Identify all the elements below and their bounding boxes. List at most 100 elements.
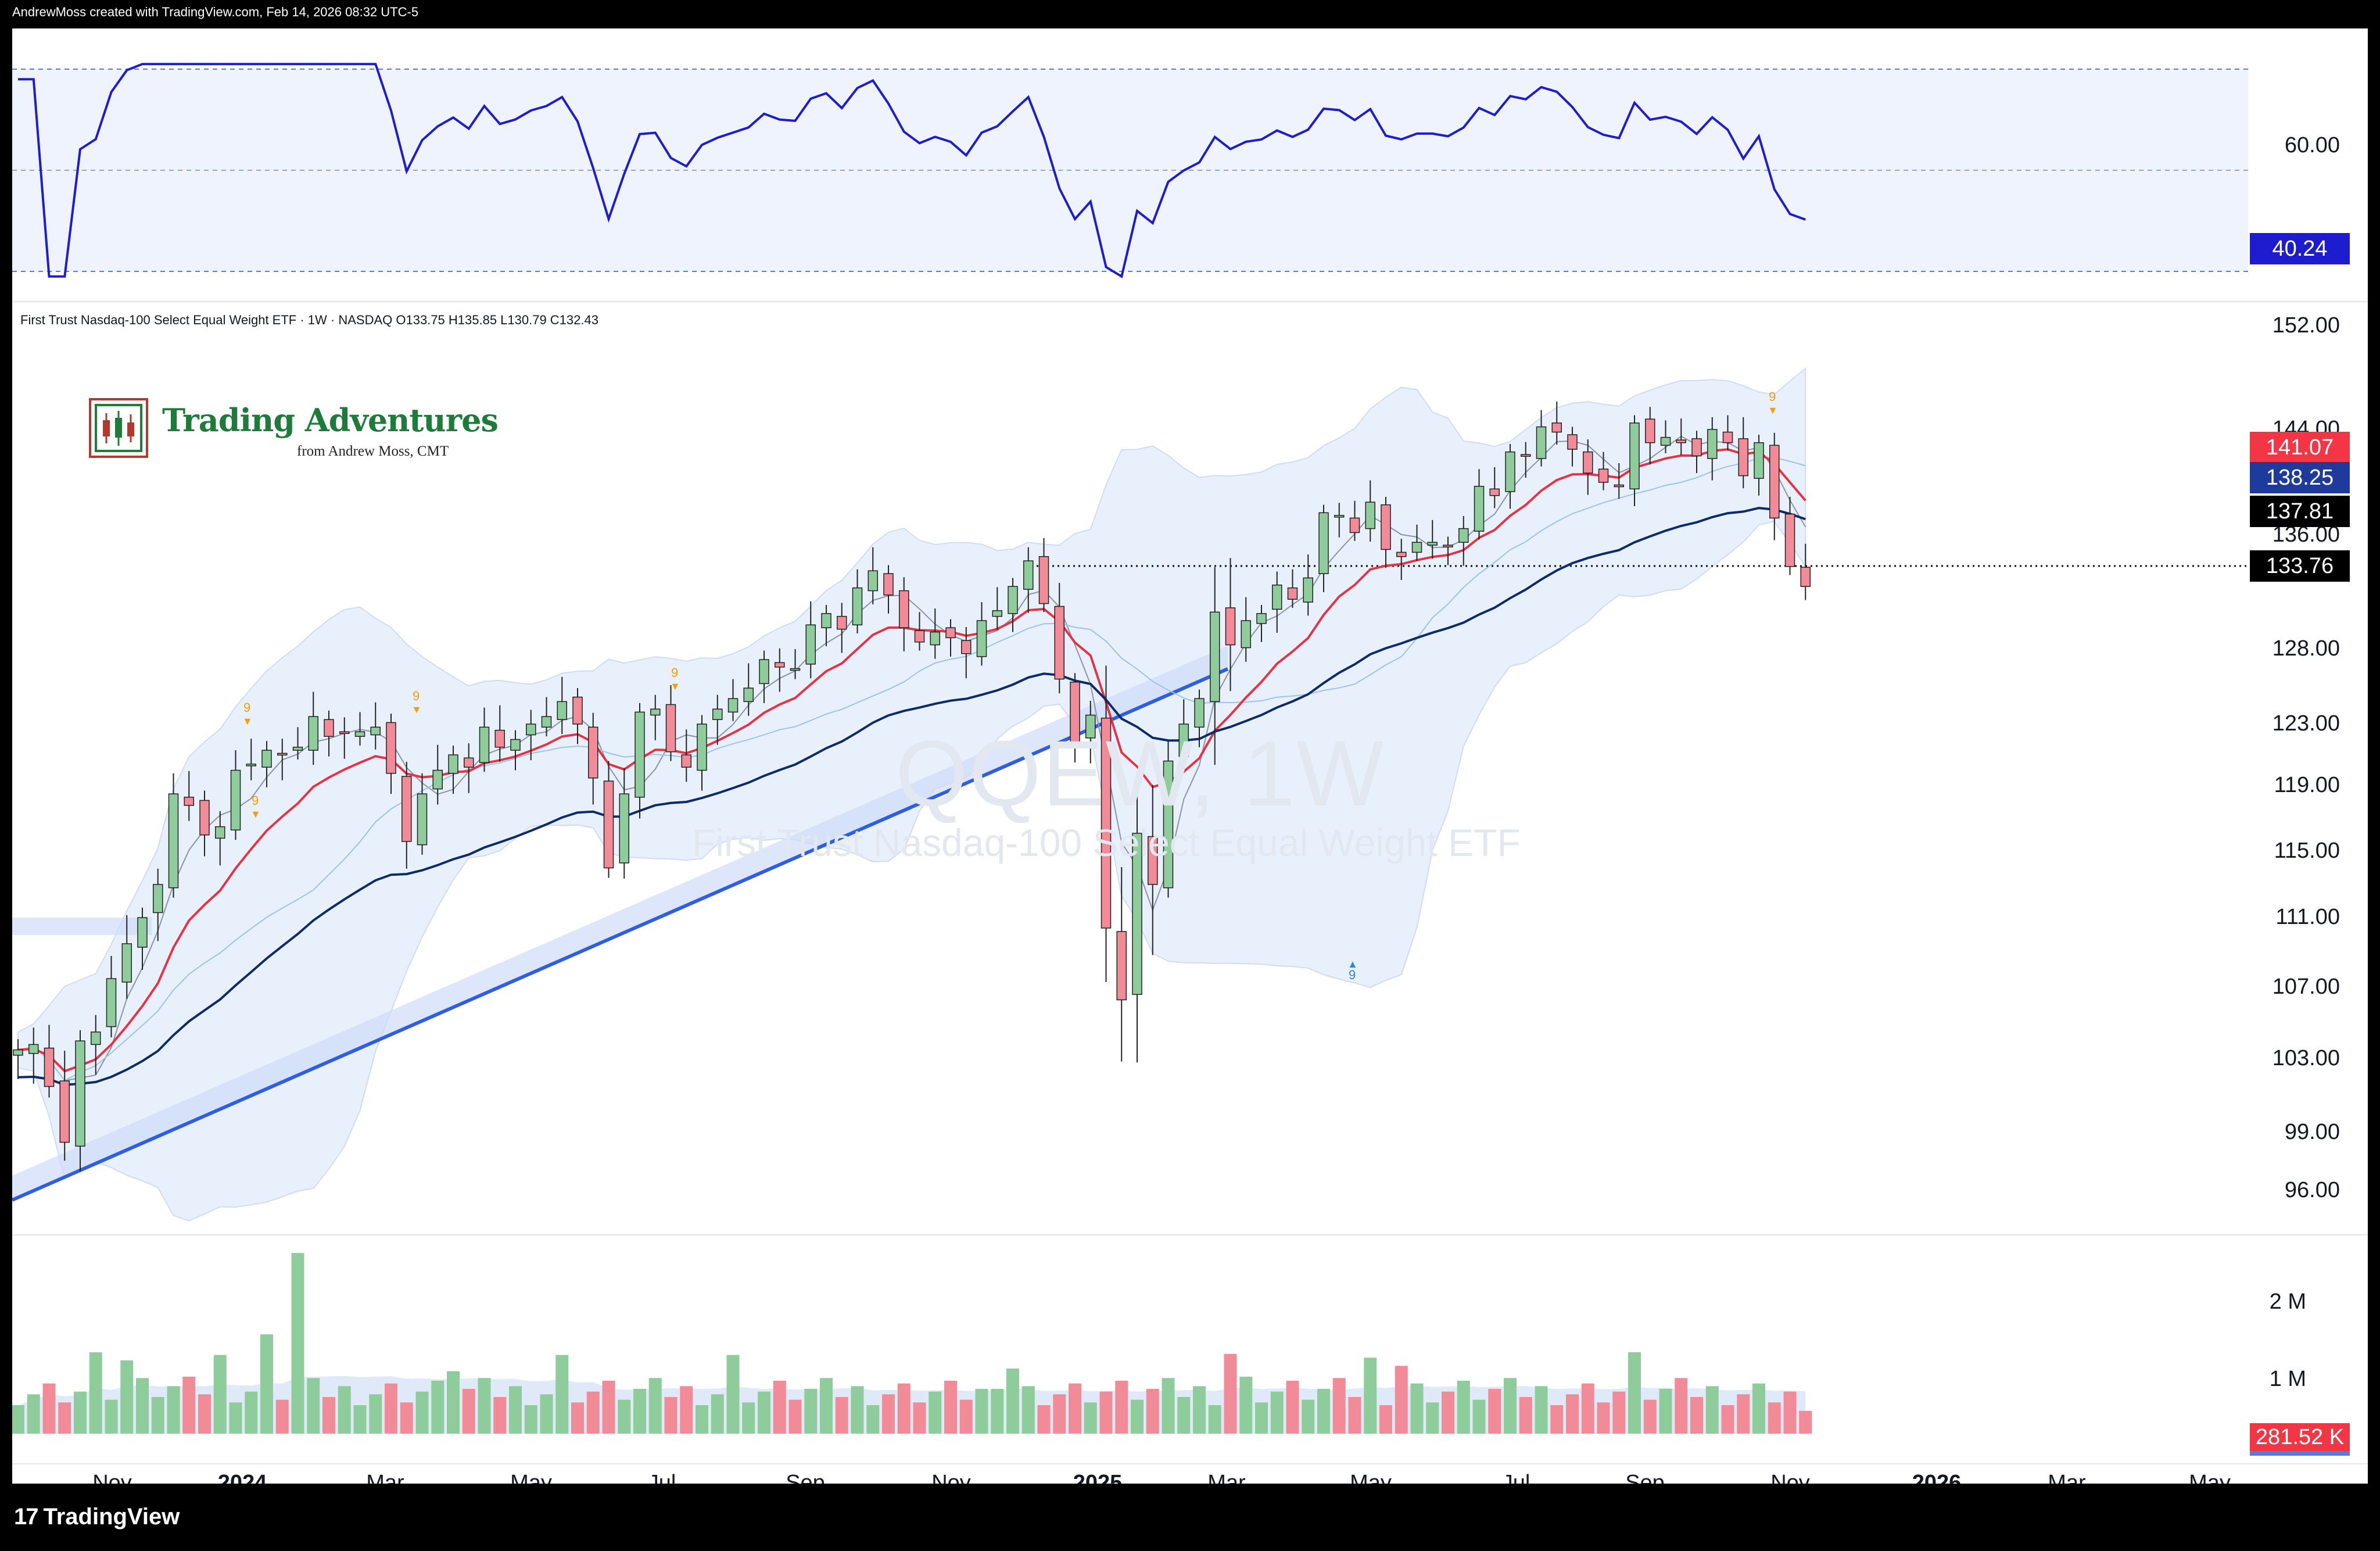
volume-bar (1239, 1377, 1253, 1434)
volume-bar (696, 1405, 708, 1434)
volume-bar (835, 1397, 848, 1434)
ema-red-line (17, 448, 1806, 1073)
volume-bar (1690, 1397, 1703, 1434)
time-tick-label: 2026 (1912, 1471, 1962, 1484)
volume-bar (788, 1399, 802, 1434)
td-sequential-marks: 9▼9▼9▼9▼9▲9▼ (242, 389, 1778, 982)
candle-up (1256, 613, 1267, 624)
volume-bar (1006, 1369, 1019, 1434)
volume-bar (711, 1394, 724, 1434)
candle-down (945, 627, 956, 639)
volume-bar (431, 1381, 445, 1434)
price-tag: 138.25 (2250, 462, 2350, 493)
volume-bar (1612, 1391, 1626, 1434)
candle-down (199, 800, 210, 836)
candle-up (417, 793, 428, 846)
volume-bar (42, 1383, 56, 1434)
volume-bar (275, 1399, 289, 1434)
candle-down (572, 696, 583, 725)
candle-up (727, 698, 739, 713)
chart-canvas[interactable]: 9▼9▼9▼9▼9▲9▼ (12, 28, 2368, 1484)
candle-up (510, 739, 521, 751)
volume-bar (1162, 1378, 1175, 1434)
branding-title: Trading Adventures (162, 402, 499, 439)
candle-down (1070, 682, 1080, 743)
branding-subtitle: from Andrew Moss, CMT (297, 443, 449, 459)
volume-bar (882, 1394, 895, 1434)
volume-bar (1348, 1397, 1361, 1434)
volume-bar (1597, 1402, 1610, 1434)
volume-bar (353, 1405, 367, 1434)
volume-bar (1037, 1405, 1051, 1434)
candle-down (837, 615, 847, 630)
trendline (12, 667, 1229, 1202)
candle-down (1101, 717, 1112, 929)
candle-up (1629, 422, 1640, 490)
time-tick-label: Sep (1625, 1471, 1665, 1484)
volume-bar (1053, 1394, 1066, 1434)
td-down-arrow-icon: ▼ (1768, 404, 1778, 416)
volume-bar (105, 1399, 118, 1434)
candle-up (432, 769, 443, 790)
candles-group (13, 402, 1811, 1172)
price-tag: 141.07 (2250, 432, 2350, 463)
volume-bar (1395, 1366, 1408, 1434)
tradingview-footer[interactable]: 17 TradingView (14, 1504, 180, 1530)
rsi-current-tag: 40.24 (2250, 233, 2350, 264)
candle-up (1427, 542, 1438, 546)
volume-bar (1286, 1381, 1299, 1434)
volume-bar (151, 1397, 164, 1434)
candle-up (246, 764, 256, 766)
volume-bar (260, 1334, 273, 1434)
candle-down (1769, 445, 1780, 519)
volume-bar (1659, 1389, 1672, 1434)
price-tick-label: 123.00 (2272, 711, 2340, 736)
candle-down (1645, 418, 1655, 443)
time-tick-label: Mar (1207, 1471, 1246, 1484)
volume-bar (664, 1397, 678, 1434)
td-down-arrow-icon: ▼ (242, 715, 253, 727)
candle-down (1148, 836, 1158, 885)
candle-down (1722, 431, 1733, 443)
volume-bar (1566, 1394, 1579, 1434)
chart-frame[interactable]: 9 ▼ 9 ▼ 9 ▼ 9 ▼ 9 ▲ 9 ▼ First Trust Nasdaq-100 Sele… (12, 28, 2368, 1484)
volume-bar (74, 1391, 87, 1434)
candle-up (1303, 577, 1313, 603)
time-tick-label: Jul (647, 1471, 676, 1484)
volume-bar (1457, 1381, 1470, 1434)
candle-up (153, 884, 163, 914)
volume-bar (229, 1402, 242, 1434)
volume-bar (120, 1360, 134, 1434)
support-channel (12, 646, 1228, 1200)
candle-up (619, 793, 629, 864)
time-tick-label: Jul (1501, 1471, 1530, 1484)
candle-up (354, 731, 365, 737)
volume-bar (1705, 1386, 1719, 1434)
branding-logo: Trading Adventures from Andrew Moss, CMT (76, 369, 499, 463)
candle-down (1691, 438, 1702, 457)
volume-bar (1131, 1399, 1144, 1434)
price-tick-label: 128.00 (2272, 636, 2340, 661)
volume-bar (571, 1402, 584, 1434)
candle-up (1178, 723, 1189, 757)
volume-bar (447, 1371, 460, 1434)
time-tick-label: Nov (1770, 1471, 1810, 1484)
header-credit: AndrewMoss created with TradingView.com,… (12, 5, 419, 19)
candle-up (1023, 560, 1034, 590)
volume-bar (633, 1389, 646, 1434)
candle-up (759, 659, 769, 685)
candle-up (13, 1049, 23, 1056)
volume-bar (1783, 1391, 1797, 1434)
volume-bar (1177, 1397, 1191, 1434)
candle-up (976, 620, 987, 657)
candle-up (1008, 586, 1018, 614)
candle-down (1287, 587, 1298, 600)
candle-down (1489, 488, 1500, 496)
td-count-label: 9 (1769, 389, 1776, 404)
candle-up (650, 708, 661, 716)
volume-bar (307, 1378, 320, 1434)
candle-up (28, 1044, 39, 1054)
candle-up (261, 750, 272, 768)
price-tick-label: 107.00 (2272, 975, 2340, 999)
price-tick-label: 111.00 (2275, 905, 2340, 929)
